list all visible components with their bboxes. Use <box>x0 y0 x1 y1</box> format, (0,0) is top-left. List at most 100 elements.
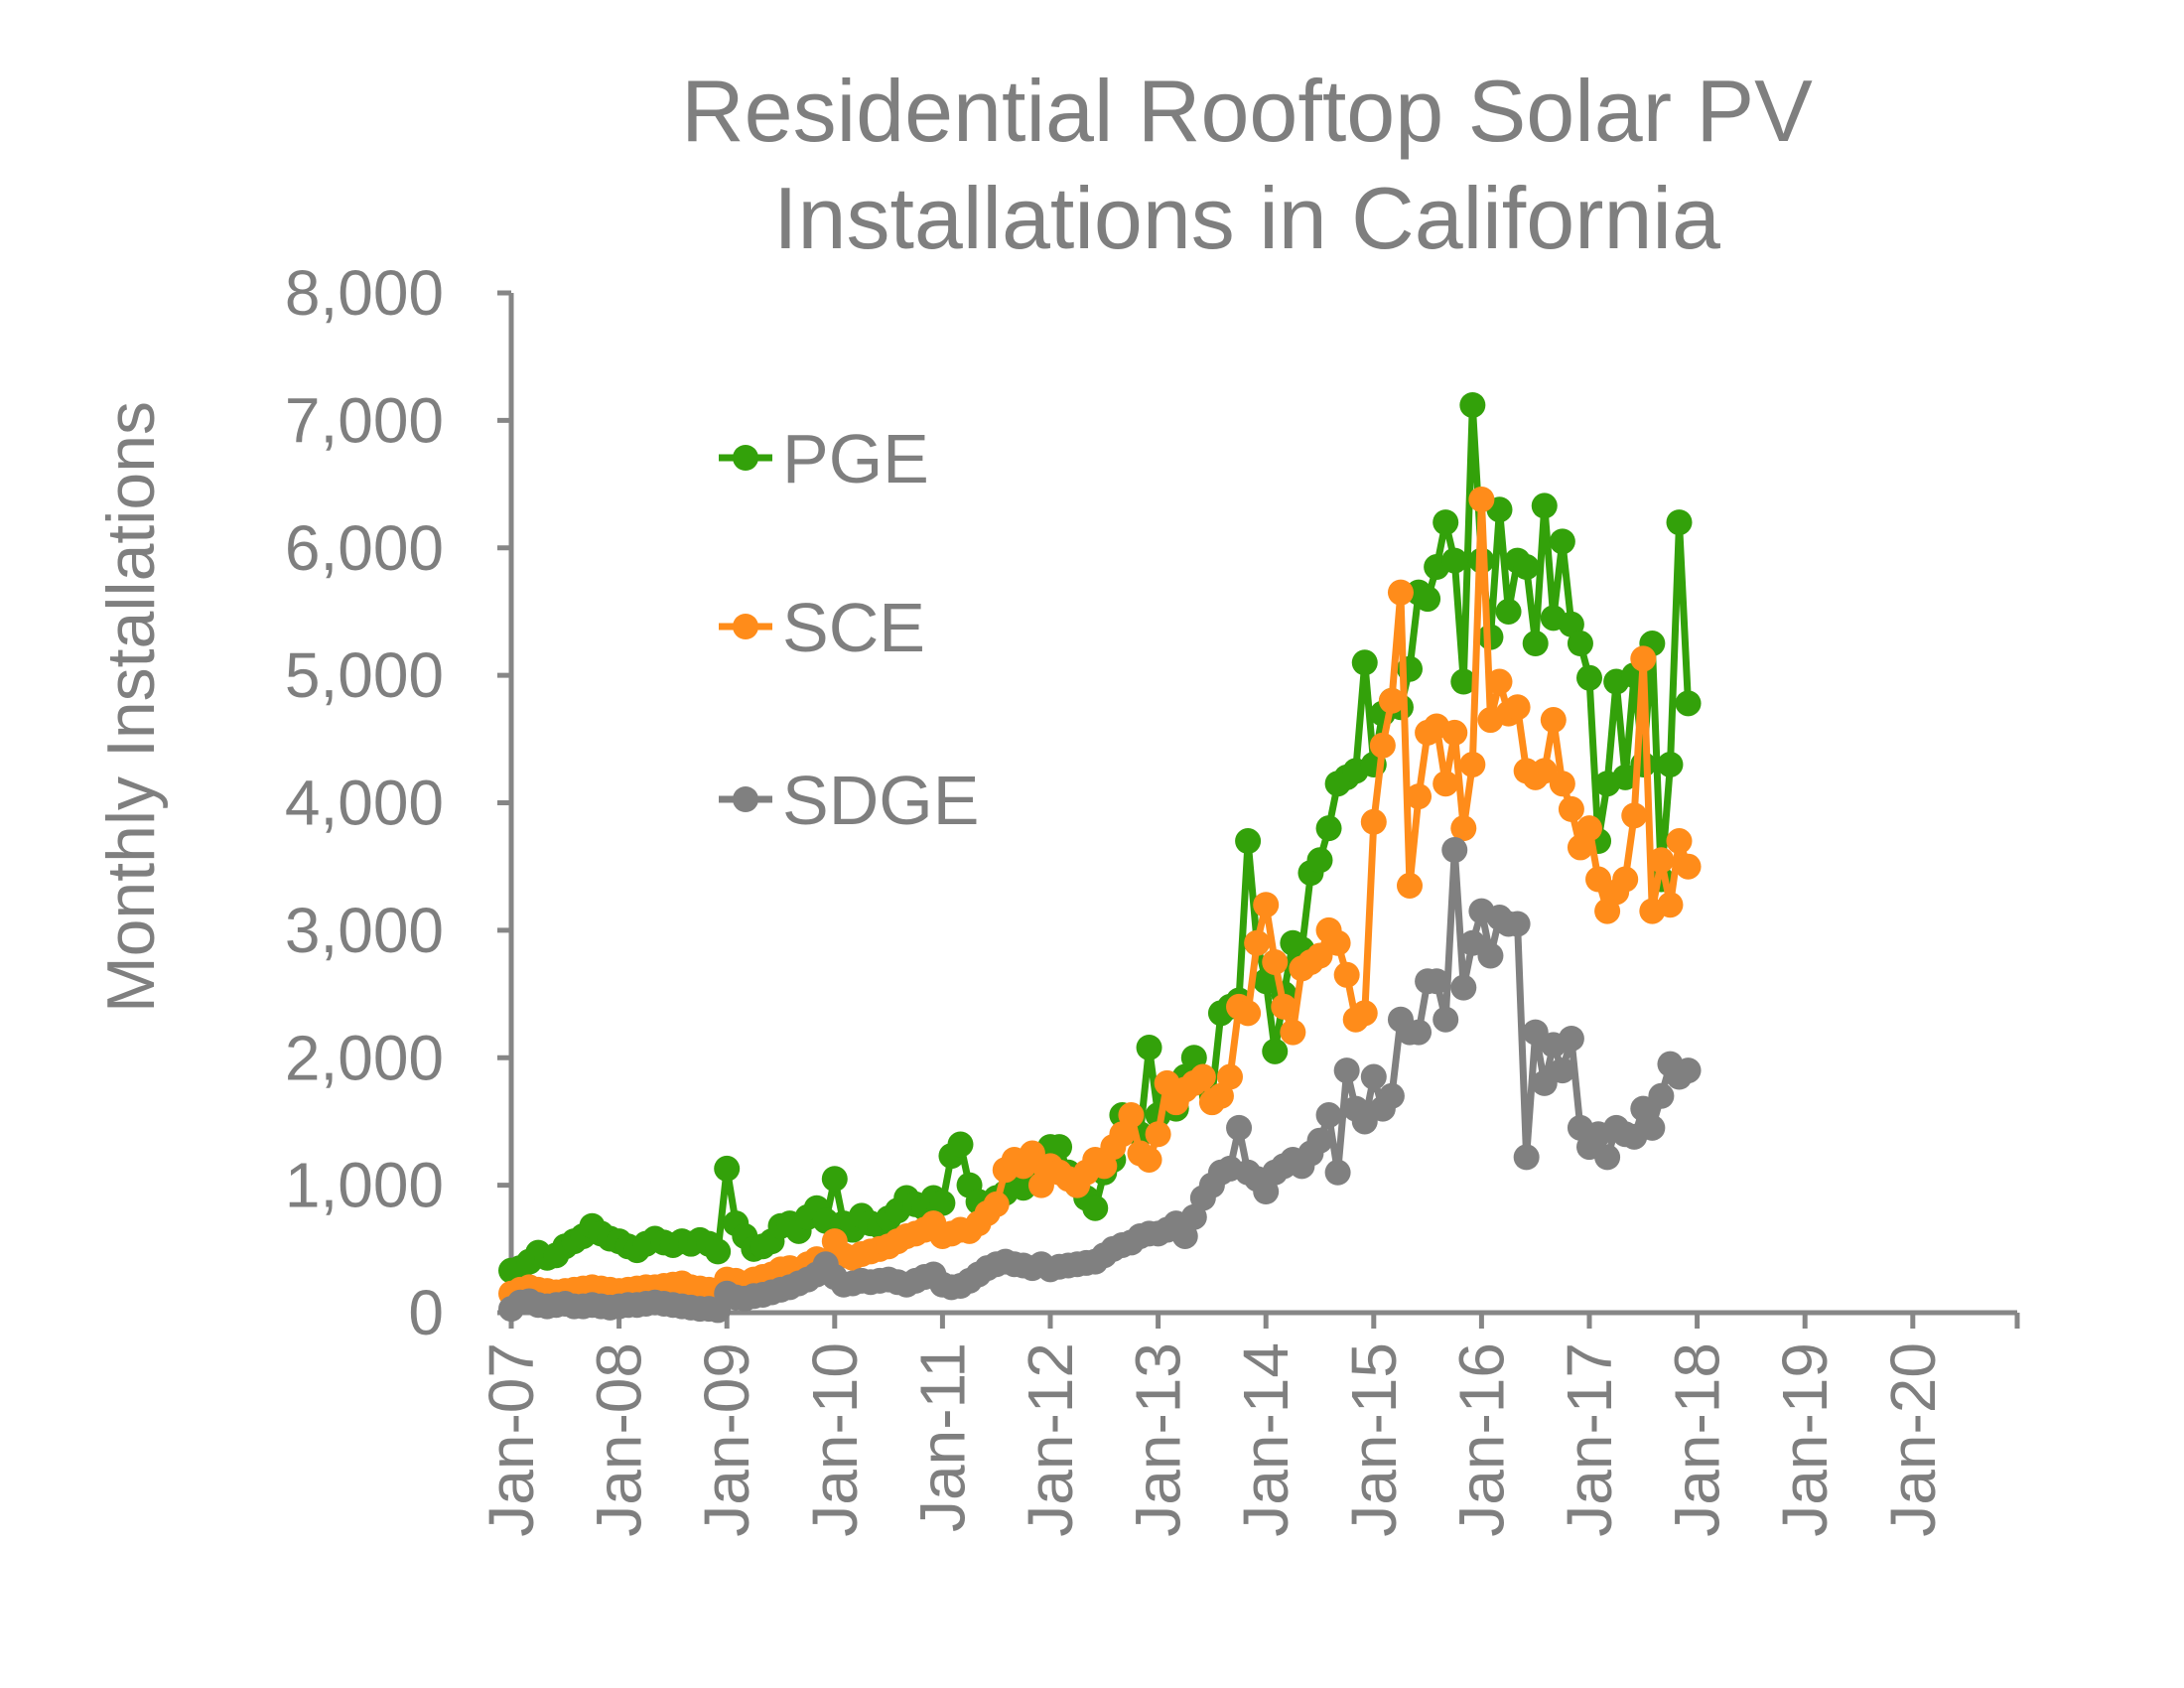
data-point-pge <box>1306 847 1333 874</box>
data-point-pge <box>1180 1045 1207 1071</box>
data-point-sce <box>1468 486 1495 512</box>
data-point-pge <box>929 1190 956 1216</box>
data-point-sce <box>1549 771 1575 797</box>
axes: 0 1,000 2,000 3,000 4,000 5,000 6,000 7,000 8,00… <box>285 257 2020 1537</box>
x-tick-label: Jan-18 <box>1662 1342 1733 1537</box>
data-point-pge <box>1522 631 1549 657</box>
data-point-sce <box>1397 872 1423 899</box>
y-tick-label: 6,000 <box>285 512 444 584</box>
data-point-sce <box>1271 993 1297 1020</box>
data-point-sce <box>1253 892 1280 918</box>
data-point-sce <box>1567 834 1593 861</box>
data-point-pge <box>1351 649 1378 676</box>
data-point-pge <box>1441 547 1468 574</box>
data-point-pge <box>1567 631 1593 657</box>
data-point-pge <box>1450 668 1477 695</box>
data-point-sce <box>1027 1172 1054 1198</box>
data-point-pge <box>1495 598 1522 625</box>
data-point-sce <box>1594 898 1621 924</box>
legend-item-sdge: SDGE <box>719 762 979 839</box>
y-tick-label: 7,000 <box>285 384 444 456</box>
legend-item-sce: SCE <box>719 589 925 666</box>
data-point-sce <box>1450 815 1477 842</box>
data-point-pge <box>1082 1195 1109 1221</box>
chart-title-line-2: Installations in California <box>773 169 1720 267</box>
x-tick-label: Jan-13 <box>1123 1342 1194 1537</box>
y-tick-label: 0 <box>408 1277 444 1348</box>
data-point-pge <box>1666 509 1693 536</box>
data-point-sce <box>1136 1146 1162 1173</box>
y-tick-label: 3,000 <box>285 895 444 966</box>
x-tick-label: Jan-14 <box>1230 1342 1301 1537</box>
data-point-sce <box>1675 853 1702 880</box>
y-tick-label: 8,000 <box>285 257 444 329</box>
data-point-pge <box>1675 690 1702 717</box>
data-point-sce <box>1540 707 1567 734</box>
x-tick-label: Jan-10 <box>799 1342 871 1537</box>
data-point-sce <box>1217 1063 1243 1090</box>
data-point-sdge <box>1675 1057 1702 1084</box>
data-point-sdge <box>1306 1127 1333 1154</box>
data-point-pge <box>1657 751 1684 777</box>
data-point-sce <box>1621 802 1648 829</box>
data-point-sdge <box>1360 1063 1387 1090</box>
data-point-pge <box>1262 1038 1289 1064</box>
data-point-sdge <box>1558 1025 1584 1052</box>
data-point-pge <box>705 1238 732 1265</box>
y-tick-label: 4,000 <box>285 768 444 839</box>
data-point-sdge <box>1639 1114 1666 1141</box>
data-point-pge <box>1549 528 1575 555</box>
data-point-pge <box>947 1131 974 1158</box>
data-point-sdge <box>1351 1108 1378 1135</box>
data-point-sce <box>1433 771 1459 797</box>
data-point-sce <box>1280 1019 1306 1046</box>
x-tick-label: Jan-12 <box>1015 1342 1086 1537</box>
data-point-sdge <box>1513 1144 1540 1171</box>
data-point-sce <box>1324 929 1351 956</box>
data-point-sdge <box>1315 1102 1342 1129</box>
data-point-sdge <box>1630 1095 1657 1122</box>
x-tick-label: Jan-16 <box>1445 1342 1517 1537</box>
data-point-sce <box>1244 929 1271 956</box>
data-point-pge <box>1433 509 1459 536</box>
x-tick-label: Jan-19 <box>1769 1342 1841 1537</box>
data-point-sdge <box>1378 1082 1405 1109</box>
series-layer <box>498 391 1702 1324</box>
data-point-sdge <box>1477 942 1504 969</box>
legend-label: SDGE <box>782 762 979 839</box>
data-point-pge <box>1558 611 1584 637</box>
legend-label: SCE <box>782 589 925 666</box>
y-axis-label: Monthly Installations <box>93 401 169 1013</box>
data-point-pge <box>1612 764 1639 790</box>
data-point-sdge <box>1450 974 1477 1001</box>
data-point-pge <box>1459 391 1486 418</box>
data-point-sce <box>1558 795 1584 822</box>
data-point-sdge <box>1424 968 1450 995</box>
data-point-sce <box>1486 668 1513 695</box>
data-point-sdge <box>1459 929 1486 956</box>
data-point-sce <box>1441 719 1468 746</box>
data-point-sce <box>1262 948 1289 975</box>
data-point-sce <box>1630 645 1657 672</box>
data-point-sce <box>1351 1000 1378 1027</box>
x-tick-label: Jan-08 <box>584 1342 655 1537</box>
y-tick-label: 2,000 <box>285 1022 444 1093</box>
chart-title-line-1: Residential Rooftop Solar PV <box>681 62 1813 160</box>
data-point-sdge <box>1594 1144 1621 1171</box>
data-point-sdge <box>1324 1159 1351 1186</box>
data-point-sdge <box>1406 1019 1433 1046</box>
data-point-pge <box>1315 815 1342 842</box>
data-point-pge <box>1531 492 1558 519</box>
data-point-sce <box>1019 1140 1045 1167</box>
data-point-sce <box>1189 1063 1216 1090</box>
data-point-sdge <box>1226 1114 1253 1141</box>
data-point-pge <box>1136 1034 1162 1060</box>
data-point-sce <box>1207 1082 1234 1109</box>
data-point-sce <box>1666 828 1693 855</box>
data-point-sdge <box>1522 1019 1549 1046</box>
data-point-sce <box>983 1191 1010 1217</box>
data-point-sce <box>1360 808 1387 835</box>
legend-swatch-marker <box>733 786 758 812</box>
data-point-sdge <box>1171 1222 1198 1249</box>
